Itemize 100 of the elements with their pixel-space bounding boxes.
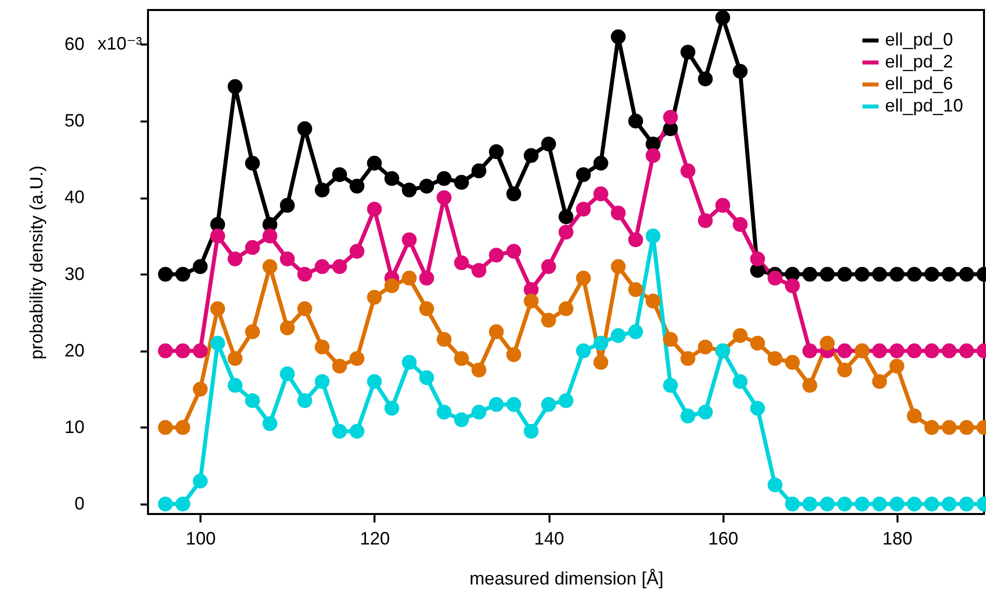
point — [750, 252, 765, 266]
point — [175, 343, 190, 358]
point — [698, 404, 713, 420]
point — [576, 270, 591, 286]
point — [558, 224, 574, 240]
point — [890, 358, 904, 374]
point — [610, 259, 626, 274]
point — [906, 496, 922, 512]
point — [541, 136, 556, 152]
point — [872, 374, 887, 389]
legend-label: ell_pd_2 — [885, 52, 954, 72]
point — [890, 266, 904, 282]
y-tick-label: 50 — [64, 110, 84, 131]
point — [402, 270, 417, 286]
point — [663, 332, 678, 347]
point — [297, 121, 312, 136]
point — [646, 228, 660, 244]
point — [959, 343, 974, 358]
point — [314, 340, 330, 354]
point — [192, 259, 208, 274]
point — [890, 343, 904, 358]
point — [158, 496, 173, 512]
point — [837, 362, 852, 378]
point — [262, 416, 278, 432]
point — [924, 420, 940, 435]
point — [350, 178, 364, 194]
legend-label: ell_pd_6 — [885, 74, 954, 94]
point — [332, 259, 347, 274]
point — [245, 156, 260, 171]
point — [419, 370, 434, 386]
point — [959, 420, 974, 435]
point — [820, 496, 835, 512]
point — [472, 404, 486, 420]
point — [872, 266, 887, 282]
x-tick-label: 160 — [708, 528, 738, 548]
point — [210, 228, 226, 244]
point — [367, 290, 382, 305]
point — [454, 174, 469, 190]
point — [680, 163, 696, 178]
point — [332, 424, 347, 439]
point — [472, 263, 486, 278]
point — [436, 171, 452, 186]
point — [384, 171, 400, 186]
point — [228, 378, 242, 393]
point — [402, 182, 417, 198]
point — [367, 156, 382, 171]
point — [472, 362, 486, 378]
point — [350, 351, 364, 366]
point — [245, 240, 260, 255]
point — [558, 393, 574, 408]
x-tick-label: 100 — [186, 528, 216, 548]
point — [942, 343, 957, 358]
point — [802, 266, 818, 282]
point — [628, 324, 644, 340]
point — [593, 336, 608, 351]
point — [854, 496, 870, 512]
text: x10⁻³ — [97, 33, 142, 54]
point — [837, 343, 852, 358]
point — [506, 397, 522, 412]
point — [610, 206, 626, 220]
point — [297, 393, 312, 408]
y-tick-label: 0 — [74, 494, 84, 514]
point — [297, 266, 312, 282]
point — [698, 72, 713, 86]
point — [280, 198, 295, 213]
x-tick-label: 180 — [882, 528, 912, 548]
point — [576, 343, 591, 358]
y-tick-label: 20 — [64, 340, 84, 360]
point — [593, 156, 608, 171]
point — [192, 474, 208, 488]
point — [367, 374, 382, 389]
point — [593, 354, 608, 370]
point — [924, 266, 940, 282]
point — [680, 351, 696, 366]
point — [959, 266, 974, 282]
point — [367, 202, 382, 217]
point — [192, 343, 208, 358]
point — [663, 378, 678, 393]
point — [506, 244, 522, 259]
point — [715, 198, 730, 213]
point — [297, 301, 312, 316]
point — [541, 397, 556, 412]
legend-label: ell_pd_10 — [885, 96, 964, 116]
point — [837, 496, 852, 512]
point — [175, 266, 190, 282]
point — [854, 266, 870, 282]
point — [768, 270, 782, 286]
point — [454, 412, 469, 428]
point — [524, 148, 539, 163]
point — [802, 378, 818, 393]
point — [384, 400, 400, 416]
point — [732, 64, 748, 79]
point — [663, 110, 678, 125]
point — [576, 167, 591, 182]
point — [158, 266, 173, 282]
point — [210, 336, 226, 351]
point — [436, 404, 452, 420]
point — [872, 496, 887, 512]
point — [524, 294, 539, 308]
point — [802, 343, 818, 358]
